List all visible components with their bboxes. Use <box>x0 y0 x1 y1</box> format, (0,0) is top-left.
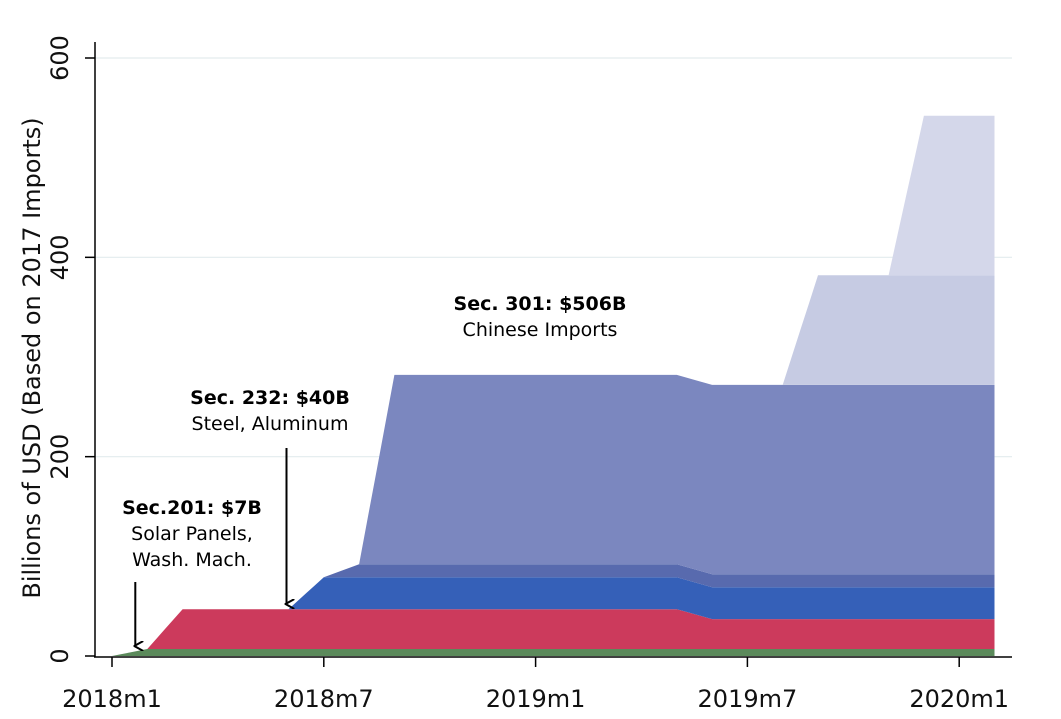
axes: 0 200 400 600 2018m1 2018m7 2019m1 2019m7 2020m1 <box>46 35 1012 713</box>
area-series-4 <box>323 564 995 588</box>
annotation-text: Wash. Mach. <box>132 549 252 571</box>
area-series-3 <box>288 577 995 620</box>
annotation-text: Solar Panels, <box>131 523 253 545</box>
x-tick-label: 2020m1 <box>909 685 1009 713</box>
x-tick-label: 2018m1 <box>62 685 162 713</box>
y-tick-label: 600 <box>46 35 74 81</box>
stacked-areas <box>112 115 995 656</box>
y-tick-label: 400 <box>46 234 74 280</box>
annotation-title: Sec.201: $7B <box>122 497 262 519</box>
y-axis-title: Billions of USD (Based on 2017 Imports) <box>18 117 46 598</box>
x-tick-label: 2019m7 <box>698 685 798 713</box>
x-tick-label: 2019m1 <box>486 685 586 713</box>
x-tick-label: 2018m7 <box>274 685 374 713</box>
y-tick-label: 0 <box>46 648 74 663</box>
annotation-text: Chinese Imports <box>463 319 618 341</box>
area-series-1 <box>112 649 995 656</box>
annotation-title: Sec. 232: $40B <box>190 387 350 409</box>
area-series-5 <box>359 374 995 575</box>
annotations: Sec.201: $7B Solar Panels, Wash. Mach. Sec.… <box>122 293 626 646</box>
y-tick-label: 200 <box>46 434 74 480</box>
area-series-2 <box>147 609 995 649</box>
annotation-text: Steel, Aluminum <box>192 413 349 435</box>
area-series-6 <box>782 275 995 385</box>
annotation-title: Sec. 301: $506B <box>454 293 627 315</box>
area-series-7 <box>888 115 995 276</box>
